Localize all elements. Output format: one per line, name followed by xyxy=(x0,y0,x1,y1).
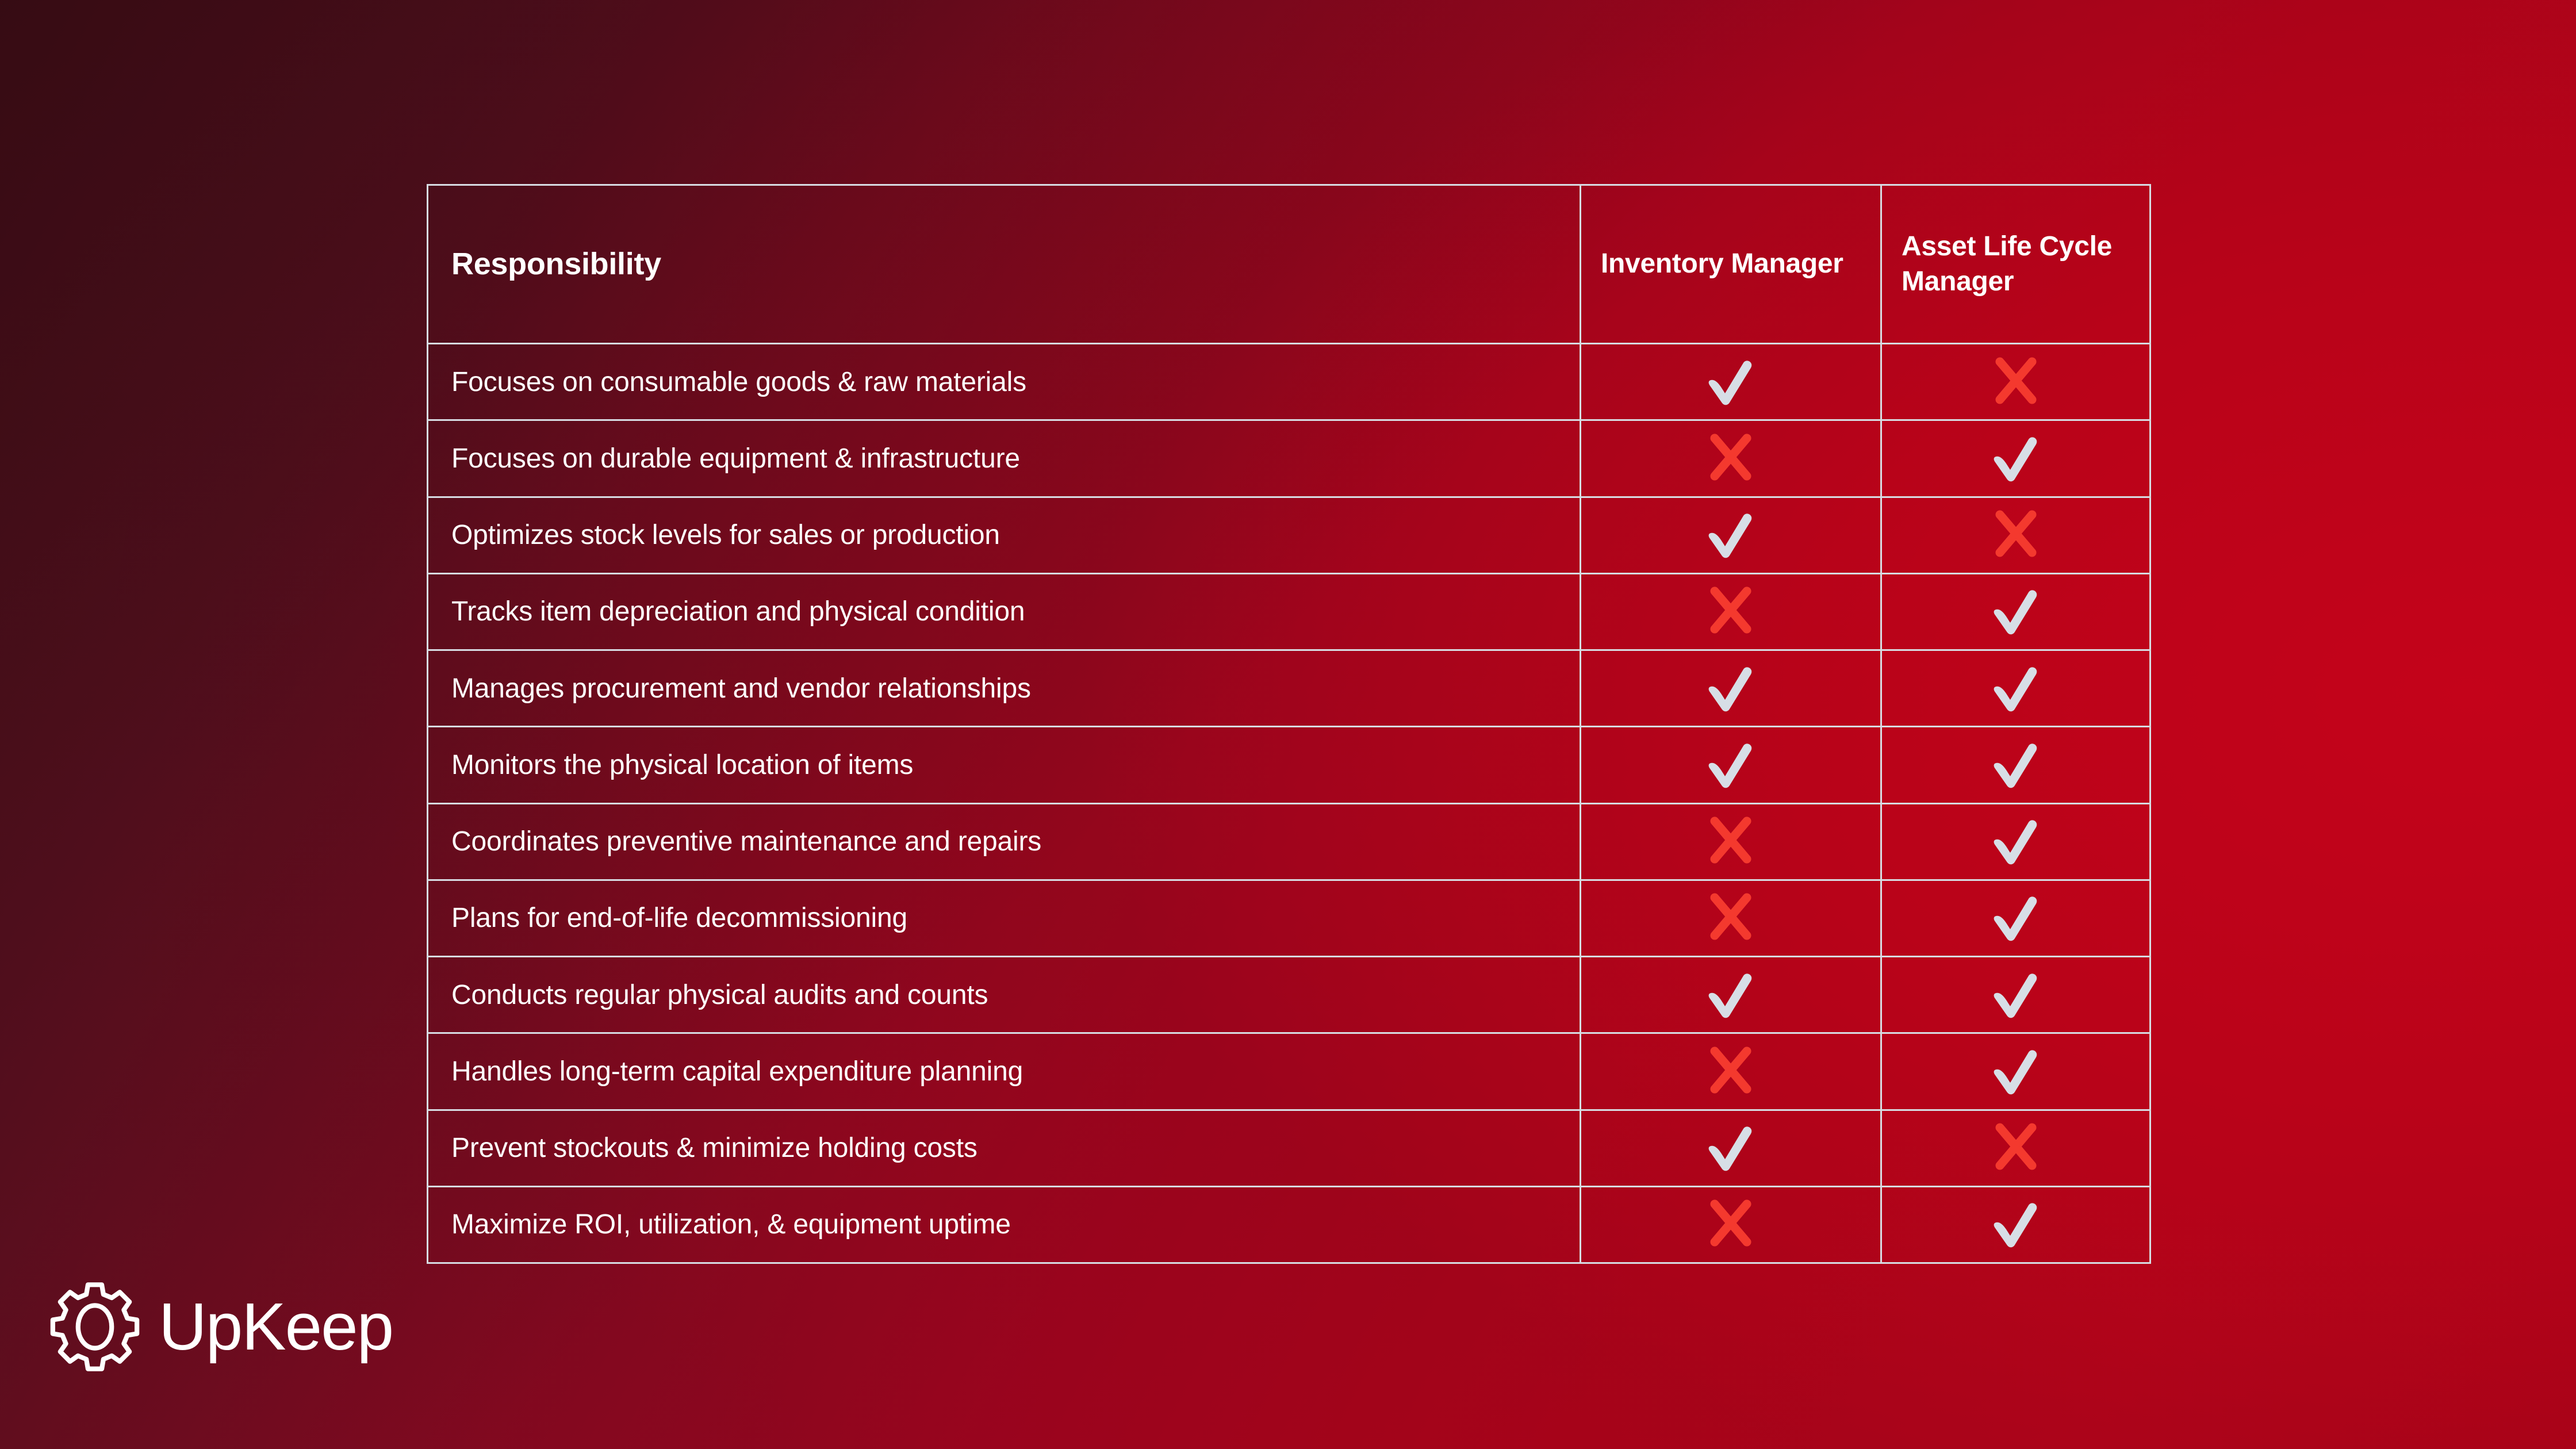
asset-life-cycle-manager-mark-cell xyxy=(1880,342,2151,421)
responsibility-cell: Handles long-term capital expenditure pl… xyxy=(427,1032,1581,1111)
check-icon xyxy=(1987,811,2045,869)
column-header-inventory-manager-label: Inventory Manager xyxy=(1601,248,1843,279)
check-icon xyxy=(1987,1194,2045,1252)
inventory-manager-mark-cell xyxy=(1580,955,1882,1034)
asset-life-cycle-manager-mark-cell xyxy=(1880,1032,2151,1111)
inventory-manager-mark-cell xyxy=(1580,802,1882,881)
inventory-manager-mark-cell xyxy=(1580,649,1882,728)
check-icon xyxy=(1702,505,1759,562)
table-row: Coordinates preventive maintenance and r… xyxy=(427,802,2151,881)
cross-icon xyxy=(1987,505,2045,562)
check-icon xyxy=(1987,888,2045,945)
cross-icon xyxy=(1702,888,1759,945)
check-icon xyxy=(1987,735,2045,792)
table-row: Conducts regular physical audits and cou… xyxy=(427,955,2151,1034)
table-row: Maximize ROI, utilization, & equipment u… xyxy=(427,1185,2151,1264)
cross-icon xyxy=(1702,1194,1759,1252)
column-header-responsibility-label: Responsibility xyxy=(451,247,661,282)
asset-life-cycle-manager-mark-cell xyxy=(1880,726,2151,804)
responsibility-cell: Manages procurement and vendor relations… xyxy=(427,649,1581,728)
inventory-manager-mark-cell xyxy=(1580,1109,1882,1187)
responsibility-cell: Maximize ROI, utilization, & equipment u… xyxy=(427,1185,1581,1264)
cross-icon xyxy=(1702,428,1759,486)
check-icon xyxy=(1702,658,1759,716)
cross-icon xyxy=(1987,352,2045,409)
upkeep-logo: UpKeep xyxy=(49,1281,394,1372)
table-header-row: Responsibility Inventory Manager Asset L… xyxy=(427,184,2151,344)
responsibility-cell: Plans for end-of-life decommissioning xyxy=(427,879,1581,958)
responsibility-cell: Conducts regular physical audits and cou… xyxy=(427,955,1581,1034)
table-row: Prevent stockouts & minimize holding cos… xyxy=(427,1109,2151,1187)
check-icon xyxy=(1702,965,1759,1022)
cross-icon xyxy=(1702,811,1759,869)
column-header-asset-life-cycle-manager: Asset Life Cycle Manager xyxy=(1880,184,2151,344)
responsibility-cell: Prevent stockouts & minimize holding cos… xyxy=(427,1109,1581,1187)
table-row: Monitors the physical location of items xyxy=(427,726,2151,804)
check-icon xyxy=(1702,352,1759,409)
check-icon xyxy=(1987,658,2045,716)
responsibility-cell: Focuses on consumable goods & raw materi… xyxy=(427,342,1581,421)
cross-icon xyxy=(1987,1118,2045,1175)
inventory-manager-mark-cell xyxy=(1580,419,1882,498)
asset-life-cycle-manager-mark-cell xyxy=(1880,955,2151,1034)
check-icon xyxy=(1702,735,1759,792)
asset-life-cycle-manager-mark-cell xyxy=(1880,572,2151,651)
table-header: Responsibility Inventory Manager Asset L… xyxy=(427,184,2151,344)
column-header-responsibility: Responsibility xyxy=(427,184,1581,344)
inventory-manager-mark-cell xyxy=(1580,879,1882,958)
upkeep-wordmark: UpKeep xyxy=(159,1289,394,1364)
asset-life-cycle-manager-mark-cell xyxy=(1880,802,2151,881)
cross-icon xyxy=(1702,581,1759,639)
comparison-table-container: Responsibility Inventory Manager Asset L… xyxy=(427,184,2151,1264)
column-header-inventory-manager: Inventory Manager xyxy=(1580,184,1882,344)
asset-life-cycle-manager-mark-cell xyxy=(1880,1109,2151,1187)
gear-icon xyxy=(49,1281,140,1372)
table-row: Plans for end-of-life decommissioning xyxy=(427,879,2151,958)
check-icon xyxy=(1987,581,2045,639)
table-row: Focuses on consumable goods & raw materi… xyxy=(427,342,2151,421)
column-header-asset-life-cycle-manager-label: Asset Life Cycle Manager xyxy=(1902,231,2113,297)
responsibility-cell: Optimizes stock levels for sales or prod… xyxy=(427,496,1581,574)
table-row: Optimizes stock levels for sales or prod… xyxy=(427,496,2151,574)
cross-icon xyxy=(1702,1041,1759,1099)
responsibility-cell: Tracks item depreciation and physical co… xyxy=(427,572,1581,651)
responsibility-cell: Coordinates preventive maintenance and r… xyxy=(427,802,1581,881)
asset-life-cycle-manager-mark-cell xyxy=(1880,419,2151,498)
inventory-manager-mark-cell xyxy=(1580,496,1882,574)
table-row: Focuses on durable equipment & infrastru… xyxy=(427,419,2151,498)
check-icon xyxy=(1987,428,2045,486)
asset-life-cycle-manager-mark-cell xyxy=(1880,879,2151,958)
table-body: Focuses on consumable goods & raw materi… xyxy=(427,342,2151,1264)
check-icon xyxy=(1702,1118,1759,1175)
inventory-manager-mark-cell xyxy=(1580,572,1882,651)
check-icon xyxy=(1987,1041,2045,1099)
table-row: Manages procurement and vendor relations… xyxy=(427,649,2151,728)
check-icon xyxy=(1987,965,2045,1022)
responsibility-cell: Monitors the physical location of items xyxy=(427,726,1581,804)
inventory-manager-mark-cell xyxy=(1580,342,1882,421)
table-row: Handles long-term capital expenditure pl… xyxy=(427,1032,2151,1111)
asset-life-cycle-manager-mark-cell xyxy=(1880,1185,2151,1264)
inventory-manager-mark-cell xyxy=(1580,1185,1882,1264)
inventory-manager-mark-cell xyxy=(1580,726,1882,804)
asset-life-cycle-manager-mark-cell xyxy=(1880,649,2151,728)
inventory-manager-mark-cell xyxy=(1580,1032,1882,1111)
responsibility-comparison-table: Responsibility Inventory Manager Asset L… xyxy=(427,184,2151,1264)
asset-life-cycle-manager-mark-cell xyxy=(1880,496,2151,574)
table-row: Tracks item depreciation and physical co… xyxy=(427,572,2151,651)
responsibility-cell: Focuses on durable equipment & infrastru… xyxy=(427,419,1581,498)
